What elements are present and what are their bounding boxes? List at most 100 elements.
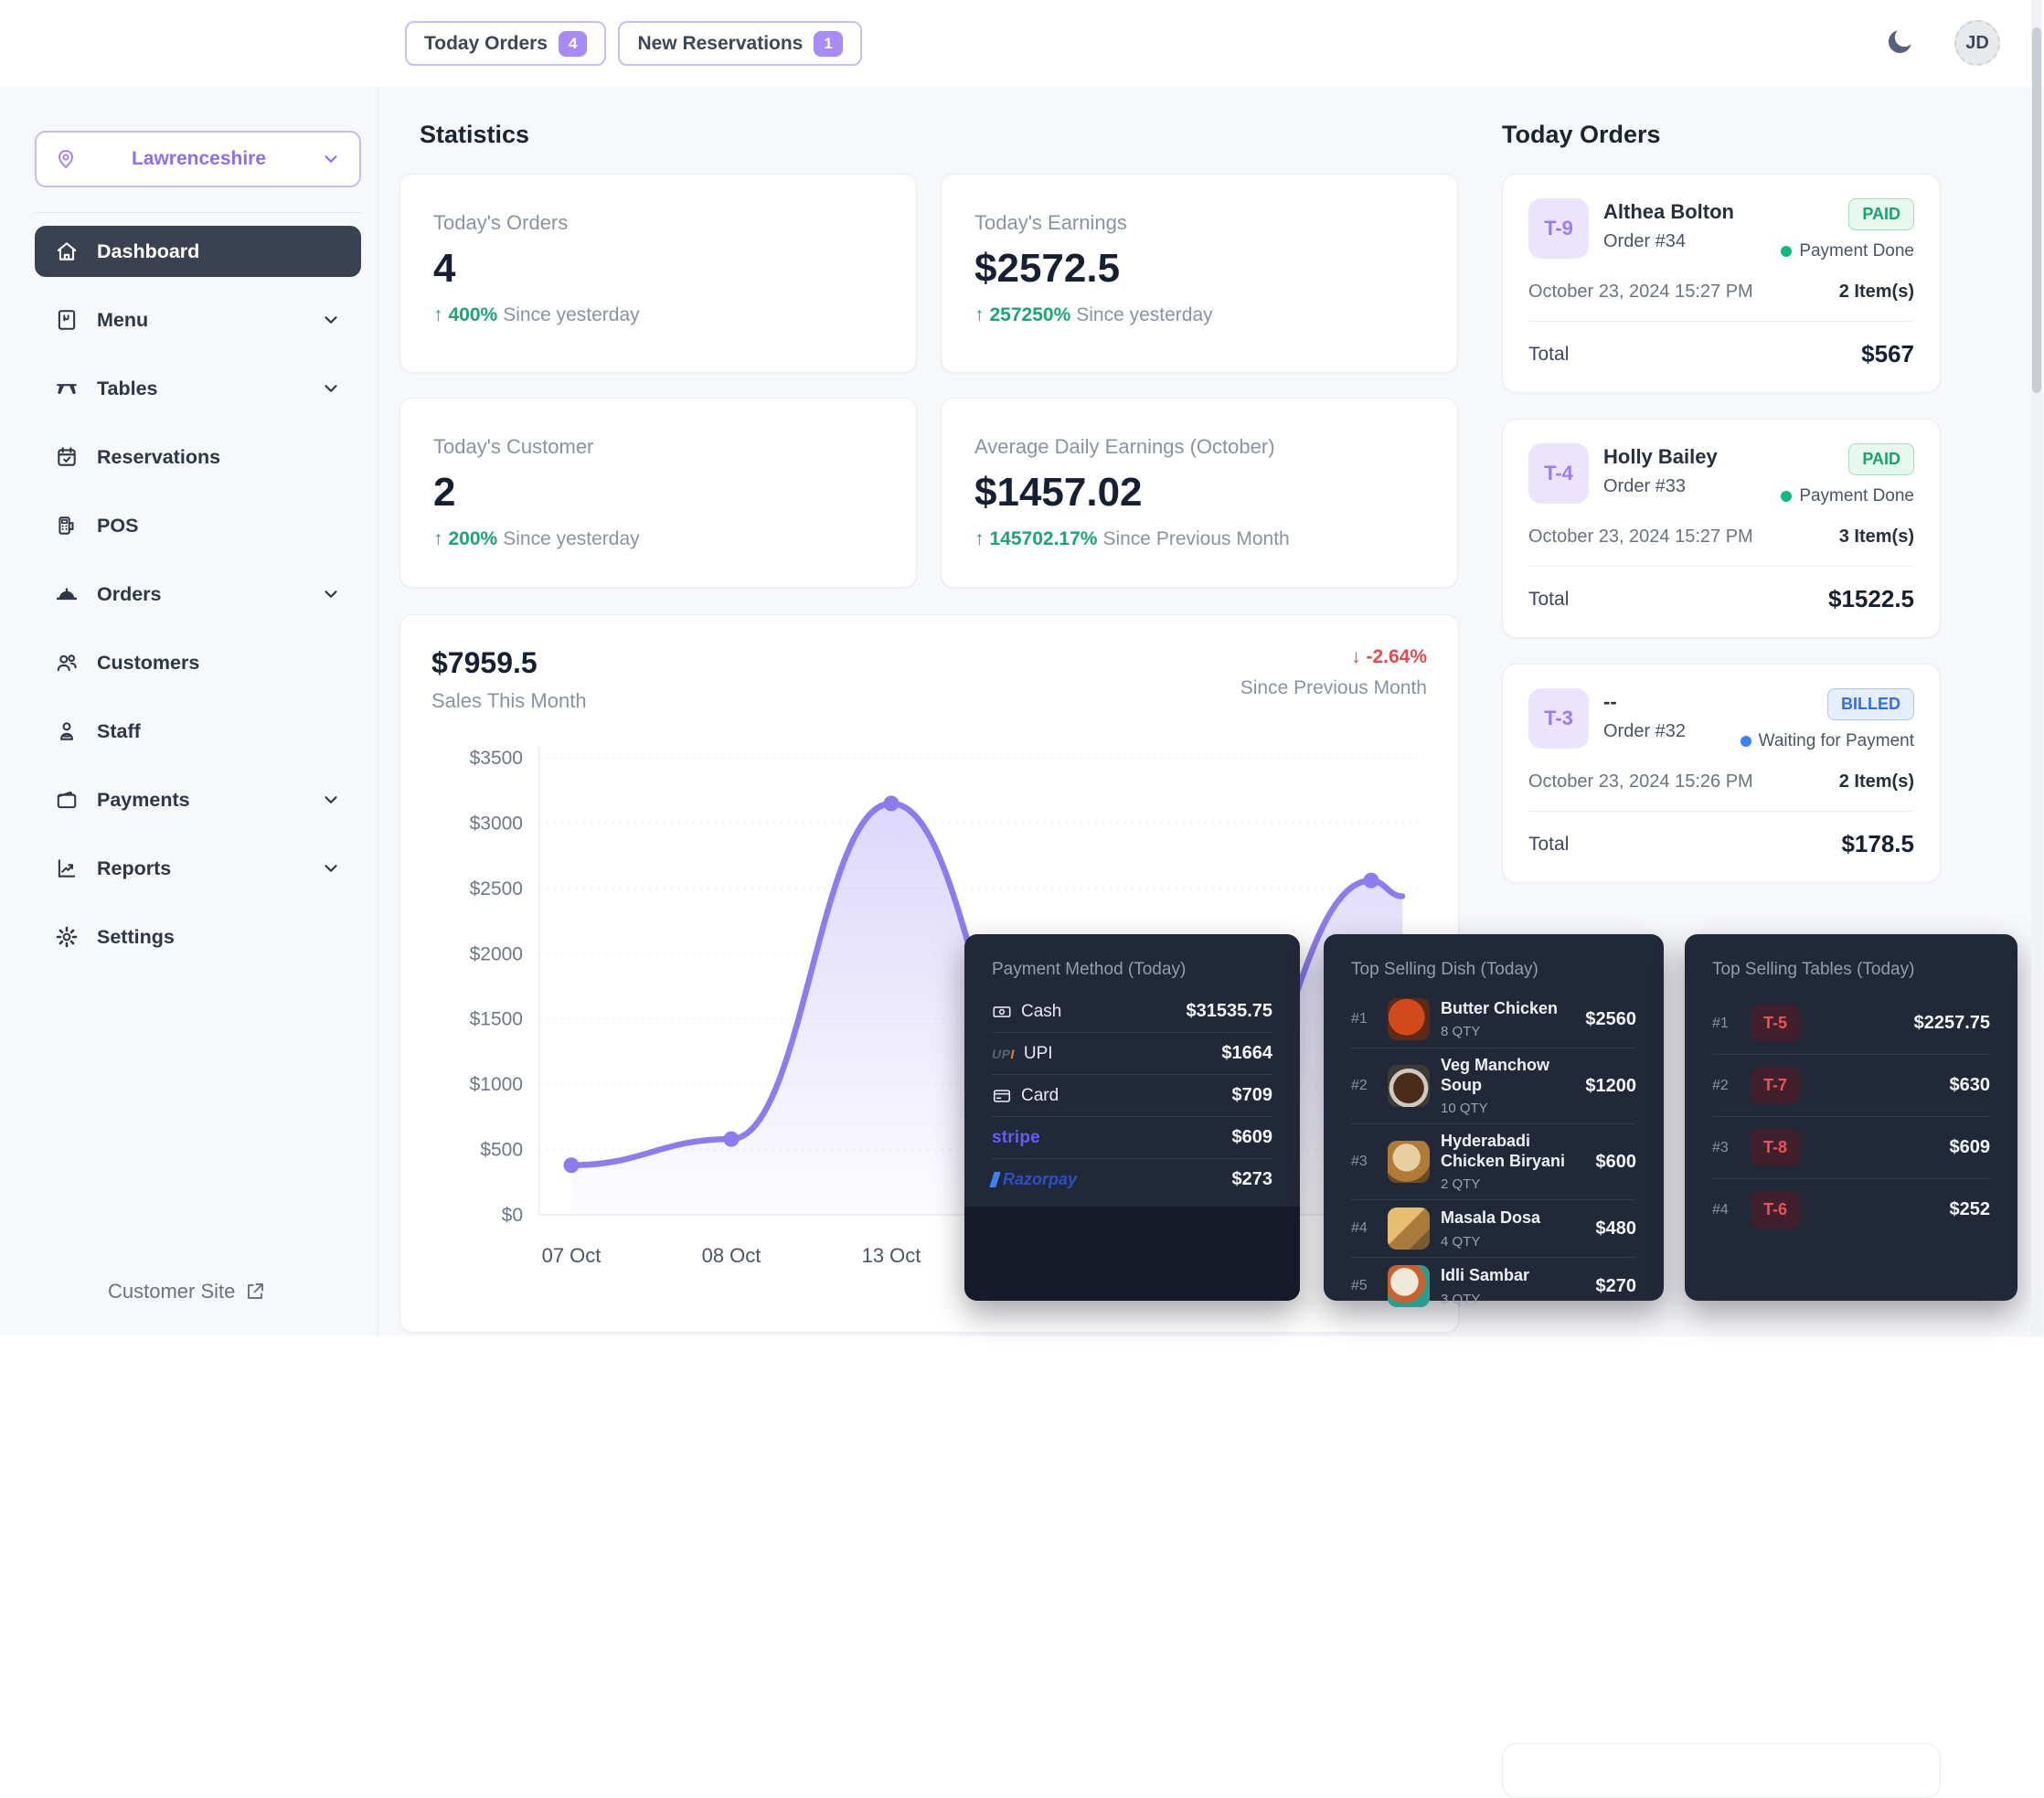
today-orders-panel: Today Orders T-9 Althea Bolton Order #34… <box>1502 121 1941 1798</box>
top-selling-dish-title: Top Selling Dish (Today) <box>1351 960 1538 979</box>
order-number: Order #33 <box>1603 476 1687 496</box>
stat-card-todays-customer: Today's Customer 2 ↑ 200% Since yesterday <box>399 398 917 588</box>
dish-qty: 2 QTY <box>1441 1176 1481 1193</box>
stat-card-average-daily-earnings: Average Daily Earnings (October) $1457.0… <box>941 398 1458 588</box>
sales-change-label: Since Previous Month <box>1240 677 1427 698</box>
stat-change-pct: 400% <box>448 304 498 325</box>
stat-change-suffix: Since yesterday <box>1076 304 1213 325</box>
payment-row-upi: UPI UPI $1664 <box>992 1033 1272 1075</box>
sidebar-item-label: Reports <box>97 856 172 879</box>
location-pin-icon <box>55 148 77 170</box>
stat-card-todays-orders: Today's Orders 4 ↑ 400% Since yesterday <box>399 174 917 373</box>
stat-change-suffix: Since yesterday <box>503 528 640 549</box>
avatar[interactable]: JD <box>1954 20 2000 66</box>
today-orders-count-badge: 4 <box>558 30 588 57</box>
sidebar-item-pos[interactable]: POS <box>35 500 361 551</box>
top-selling-tables-panel: Top Selling Tables (Today) #1 T-5 $2257.… <box>1685 934 2017 1301</box>
today-orders-button-label: Today Orders <box>424 32 548 54</box>
payment-method-title: Payment Method (Today) <box>992 960 1187 979</box>
sidebar-item-label: Settings <box>97 925 175 948</box>
table-chip: T-8 <box>1751 1129 1801 1166</box>
sidebar-item-label: Orders <box>97 582 162 605</box>
customer-site-link[interactable]: Customer Site <box>108 1280 266 1303</box>
order-customer: Althea Bolton <box>1603 200 1734 223</box>
table-chip: T-7 <box>1751 1067 1801 1104</box>
sidebar-item-orders[interactable]: Orders <box>35 569 361 620</box>
sidebar-item-label: POS <box>97 514 139 537</box>
table-badge: T-3 <box>1528 688 1589 749</box>
payment-row-card: Card $709 <box>992 1075 1272 1117</box>
upi-logo-icon: UPI <box>992 1046 1015 1061</box>
payment-amount: $609 <box>1231 1127 1273 1147</box>
scrollbar-thumb[interactable] <box>2032 27 2041 393</box>
pos-terminal-icon <box>55 514 79 537</box>
order-card[interactable]: T-9 Althea Bolton Order #34 PAID Payment… <box>1502 174 1941 393</box>
today-orders-button[interactable]: Today Orders 4 <box>405 21 607 66</box>
sidebar-item-label: Customers <box>97 651 200 674</box>
chart-line-icon <box>55 856 79 880</box>
sales-change-pct: -2.64% <box>1366 646 1427 667</box>
menu-book-icon <box>55 308 79 332</box>
svg-text:$0: $0 <box>502 1205 523 1226</box>
svg-text:$2000: $2000 <box>470 943 523 964</box>
sales-chart-card: $7959.5 Sales This Month ↓ -2.64% Since … <box>399 614 1459 1333</box>
new-reservations-button[interactable]: New Reservations 1 <box>618 21 862 66</box>
dish-amount: $600 <box>1595 1151 1637 1172</box>
dark-mode-toggle[interactable] <box>1885 26 1922 62</box>
razorpay-logo-icon <box>989 1172 1001 1187</box>
sidebar-item-settings[interactable]: Settings <box>35 911 361 963</box>
order-datetime: October 23, 2024 15:27 PM <box>1528 282 1753 302</box>
dish-row: #1 Butter Chicken 8 QTY $2560 <box>1351 991 1636 1048</box>
table-rank: #3 <box>1712 1139 1729 1155</box>
stat-value: $1457.02 <box>974 470 1143 515</box>
statistics-title: Statistics <box>420 121 530 148</box>
table-sales-row: #3 T-8 $609 <box>1712 1117 1990 1179</box>
gear-icon <box>55 925 79 949</box>
sidebar-item-label: Tables <box>97 377 158 399</box>
stat-label: Average Daily Earnings (October) <box>974 435 1275 458</box>
order-items-count: 2 Item(s) <box>1838 282 1914 302</box>
trend-up-icon: ↑ <box>433 528 443 549</box>
dish-name: Butter Chicken <box>1441 998 1559 1017</box>
payment-status-dot <box>1781 246 1793 257</box>
divider <box>35 212 361 213</box>
dish-rank: #2 <box>1351 1078 1368 1094</box>
order-total-value: $178.5 <box>1841 830 1914 857</box>
divider <box>1528 811 1914 812</box>
veg-manchow-soup-photo <box>1388 1065 1430 1108</box>
home-icon <box>55 239 79 263</box>
stat-label: Today's Orders <box>433 211 569 234</box>
sidebar-item-dashboard[interactable]: Dashboard <box>35 226 361 277</box>
sidebar-item-tables[interactable]: Tables <box>35 363 361 414</box>
sidebar-item-reports[interactable]: Reports <box>35 843 361 894</box>
dish-row: #4 Masala Dosa 4 QTY $480 <box>1351 1200 1636 1259</box>
order-card[interactable]: T-3 -- Order #32 BILLED Waiting for Paym… <box>1502 664 1941 883</box>
table-rank: #2 <box>1712 1077 1729 1093</box>
table-amount: $252 <box>1949 1199 1991 1219</box>
chevron-down-icon <box>321 149 341 169</box>
status-badge: PAID <box>1848 443 1914 475</box>
sidebar-item-customers[interactable]: Customers <box>35 637 361 688</box>
table-icon <box>55 377 79 400</box>
divider <box>1528 566 1914 567</box>
order-total-value: $1522.5 <box>1828 585 1914 612</box>
sidebar-item-reservations[interactable]: Reservations <box>35 431 361 483</box>
table-rank: #1 <box>1712 1015 1729 1031</box>
sidebar-item-payments[interactable]: Payments <box>35 774 361 825</box>
table-sales-row: #4 T-6 $252 <box>1712 1179 1990 1240</box>
panel-footer-area <box>964 1207 1300 1301</box>
location-selector[interactable]: Lawrenceshire <box>35 131 361 187</box>
cloche-icon <box>55 582 79 606</box>
sidebar-item-staff[interactable]: Staff <box>35 706 361 757</box>
main-content: Statistics Today's Orders 4 ↑ 400% Since y… <box>399 121 1459 1333</box>
payment-row-razorpay: Razorpay $273 <box>989 1159 1272 1200</box>
stat-value: 4 <box>433 246 456 291</box>
order-number: Order #32 <box>1603 721 1687 741</box>
payment-status-text: Payment Done <box>1799 241 1914 261</box>
sidebar-item-menu[interactable]: Menu <box>35 294 361 346</box>
order-card[interactable]: T-4 Holly Bailey Order #33 PAID Payment … <box>1502 419 1941 638</box>
order-items-count: 2 Item(s) <box>1838 771 1914 792</box>
status-badge: PAID <box>1848 198 1914 230</box>
chevron-down-icon <box>321 310 341 330</box>
butter-chicken-photo <box>1388 998 1430 1040</box>
